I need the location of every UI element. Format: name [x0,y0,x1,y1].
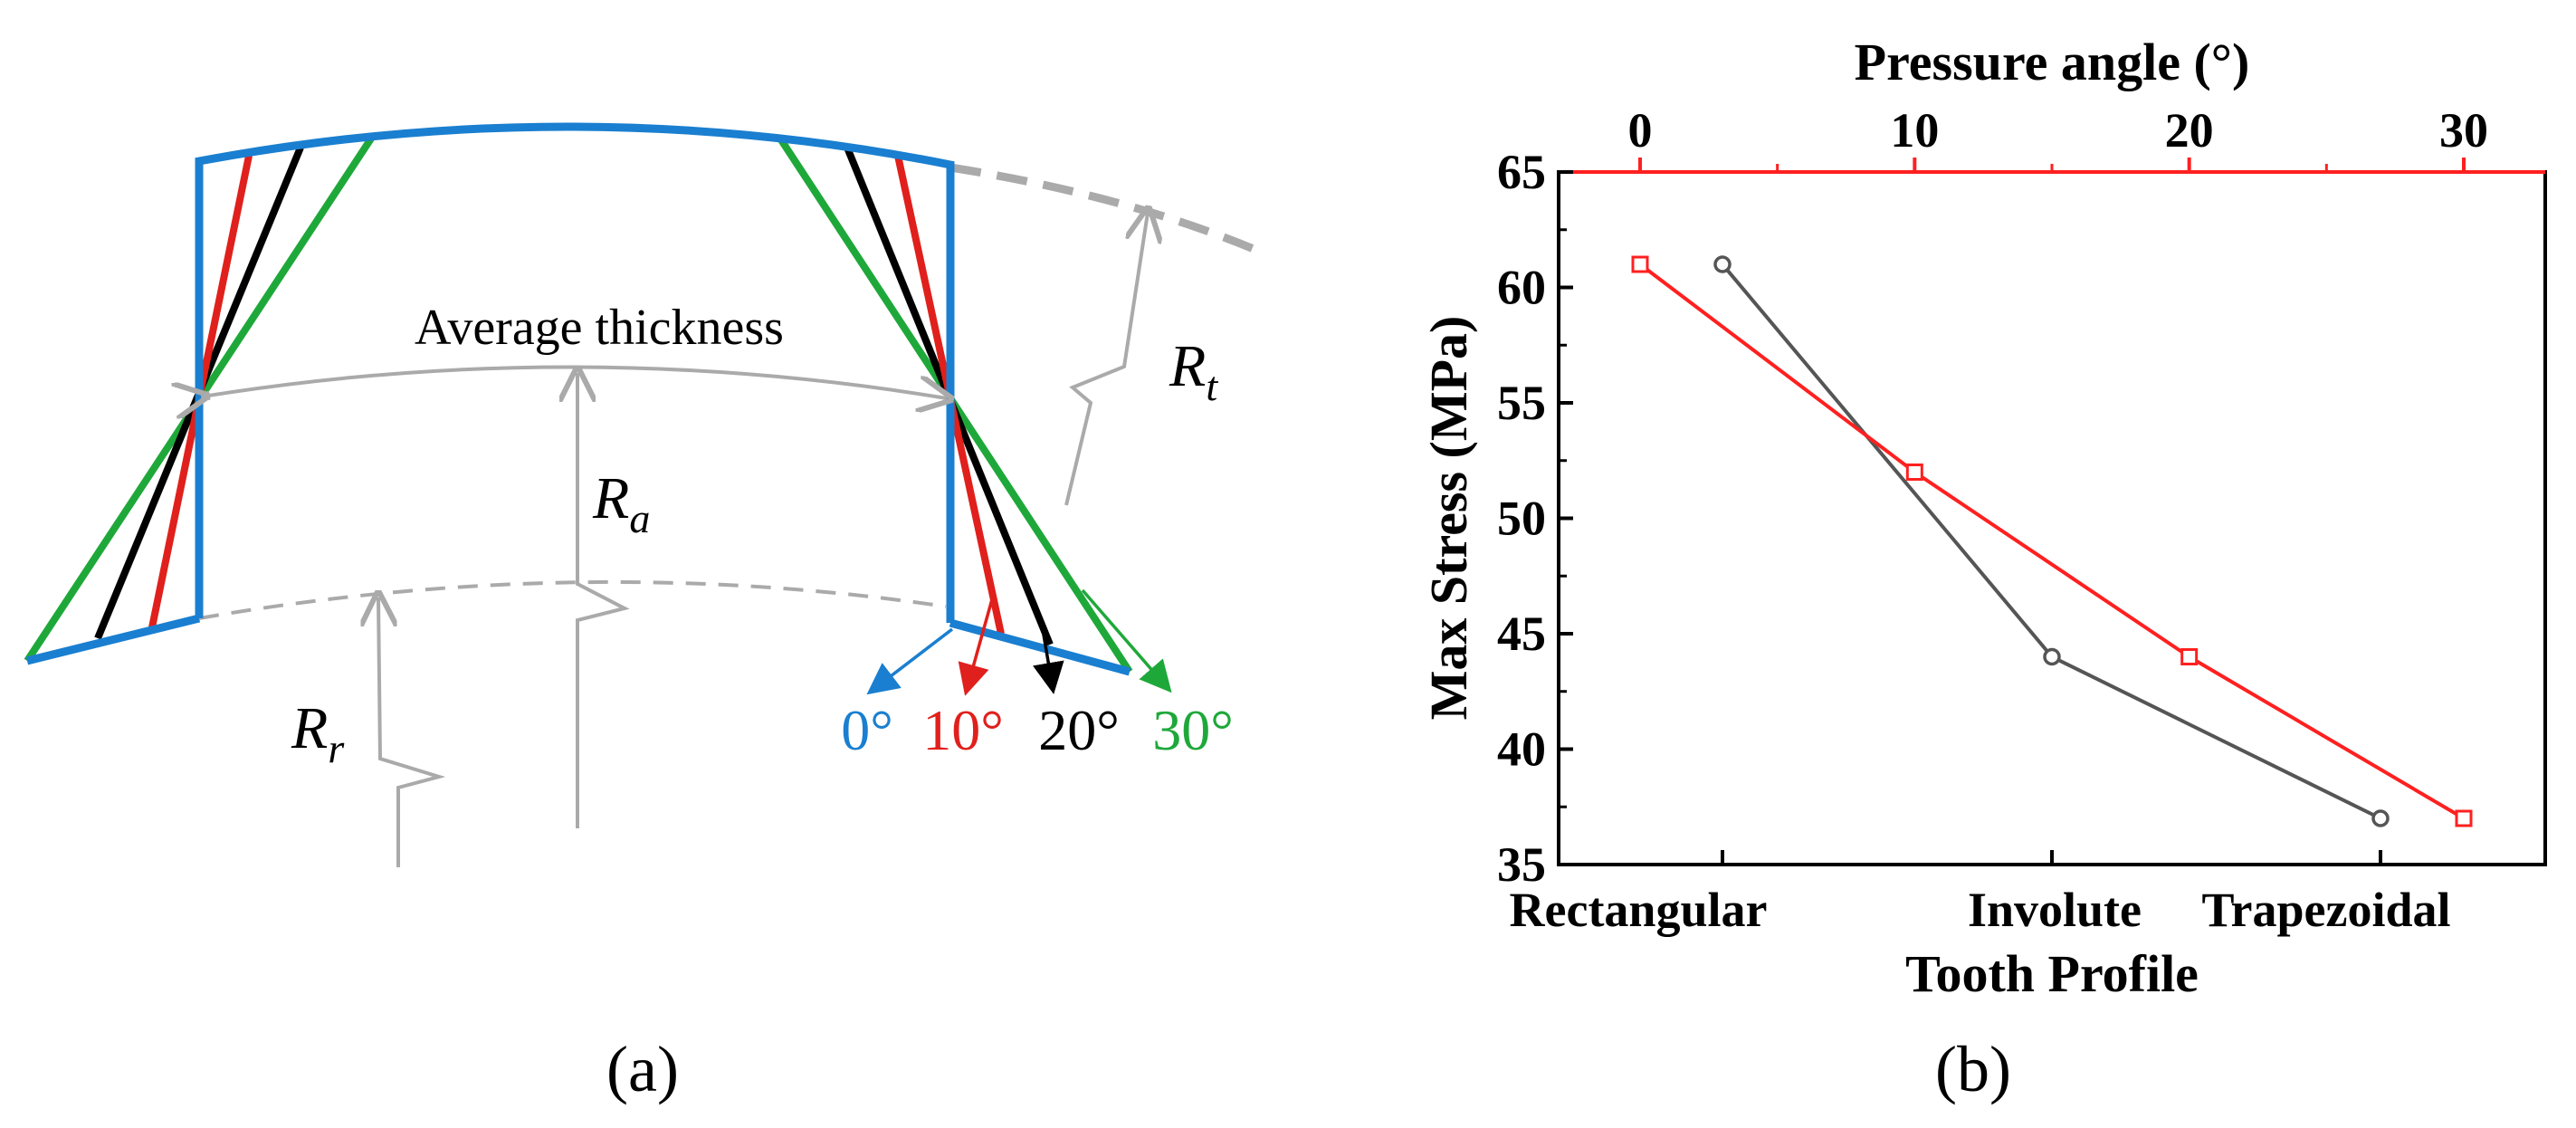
panel-a-diagram: Average thickness Ra Rr Rt 0° 10° 20° 30° (… [24,122,1255,1105]
angle-0-arrow [866,627,954,695]
panel-a-caption: (a) [606,1033,679,1105]
angle-30-arrow [1081,588,1172,693]
tip-circle-dashed [949,163,1255,253]
average-thickness-arc [203,365,947,398]
y-tick-label-65: 65 [1497,145,1546,199]
bottom-tick-label-1: Involute [1968,883,2142,937]
top-tick-label-10: 10 [1890,103,1939,158]
angle-label-0: 0° [841,698,893,762]
radius-a-line [577,373,630,828]
series-1-point-3 [2455,809,2473,827]
angle-labels: 0° 10° 20° 30° [841,698,1234,762]
y-tick-label-60: 60 [1497,261,1546,315]
top-tick-label-0: 0 [1628,103,1653,158]
radius-t-label: Rt [1169,333,1218,409]
radius-r-label: Rr [291,695,345,771]
top-axis-ticks: 0 10 20 30 [1628,103,2488,172]
angle-label-2: 20° [1038,698,1120,762]
series-0-point-0 [1713,255,1732,273]
bottom-tick-label-0: Rectangular [1510,883,1768,937]
angle-label-3: 30° [1152,698,1234,762]
y-axis-label: Max Stress (MPa) [1419,316,1478,721]
radius-r-line [378,597,446,867]
series-line-0 [1721,263,2381,820]
top-axis-label: Pressure angle (°) [1855,33,2250,91]
series-layer [1631,255,2473,827]
average-thickness-label: Average thickness [415,300,784,356]
series-1-point-0 [1631,255,1649,273]
y-tick-label-35: 35 [1497,837,1546,892]
series-line-1 [1638,263,2466,820]
radius-t-line [1064,213,1148,506]
bottom-axis-label: Tooth Profile [1905,944,2199,1003]
y-tick-label-45: 45 [1497,607,1546,661]
angle-label-1: 10° [922,698,1004,762]
y-tick-label-55: 55 [1497,376,1546,430]
root-segment-left [25,614,201,665]
radius-a-label: Ra [592,465,650,541]
series-1-point-1 [1905,464,1923,481]
root-circle-dashed [198,579,947,620]
y-tick-label-40: 40 [1497,722,1546,777]
y-axis-ticks: 35 40 45 50 55 60 65 [1497,145,1573,892]
series-1-point-2 [2180,648,2199,665]
series-0-point-1 [2043,647,2061,666]
top-tick-label-30: 30 [2439,103,2488,158]
y-tick-label-50: 50 [1497,492,1546,546]
plot-area [1557,170,2547,866]
profile-0-outline [195,122,955,623]
series-0-point-2 [2371,809,2390,827]
panel-b-caption: (b) [1935,1033,2011,1105]
angle-10-arrow [958,592,996,696]
bottom-tick-label-2: Trapezoidal [2202,883,2451,937]
bottom-axis-ticks: Rectangular Involute Trapezoidal [1510,850,2451,937]
panel-b-chart: 35 40 45 50 55 60 65 0 10 20 30 Rectangular Involu… [1419,33,2547,1105]
angle-20-arrow [1033,628,1064,694]
top-tick-label-20: 20 [2165,103,2214,158]
root-segment-right [949,618,1131,676]
